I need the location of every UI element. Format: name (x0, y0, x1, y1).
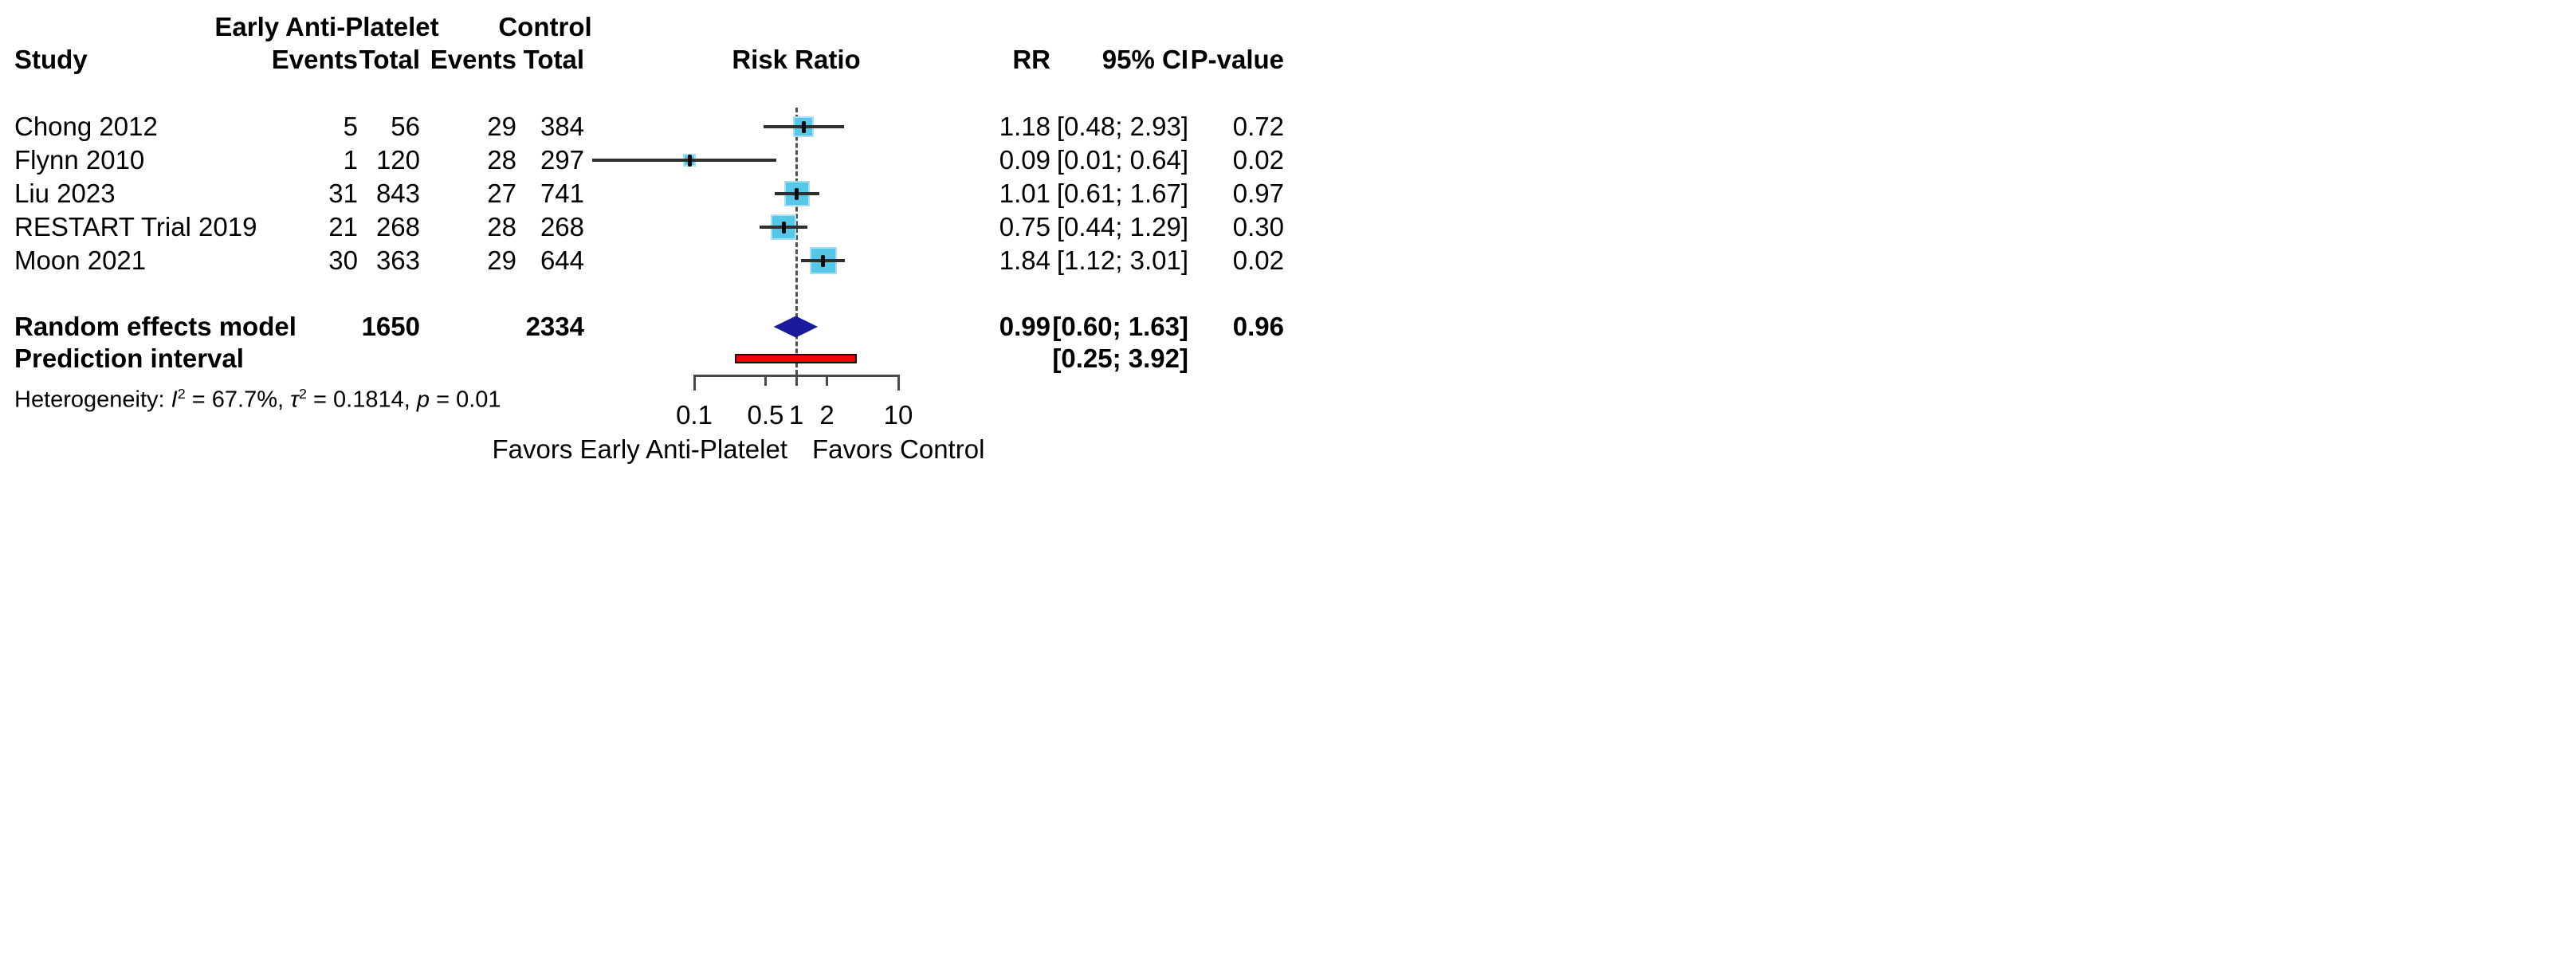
axis-tick (826, 375, 829, 386)
axis-tick (693, 375, 696, 391)
events-control: 29 (487, 245, 516, 275)
events-intervention: 5 (343, 112, 358, 141)
total-intervention: 363 (375, 245, 420, 275)
events-intervention: 21 (328, 212, 358, 241)
p-symbol: p (416, 387, 430, 413)
total-control: 268 (540, 212, 584, 241)
ci-value: [0.61; 1.67] (1056, 179, 1188, 208)
p-value: 0.72 (1232, 112, 1284, 141)
ci-value: [0.01; 0.64] (1056, 145, 1188, 175)
col-header-events-control: Events (430, 45, 516, 74)
col-header-rr: RR (1012, 45, 1050, 74)
i-squared-symbol: I (171, 387, 178, 413)
axis-tick (897, 375, 900, 391)
summary-p-value: 0.96 (1232, 312, 1284, 341)
rr-value: 1.01 (999, 179, 1050, 208)
col-header-study: Study (14, 45, 88, 74)
col-header-total-control: Total (523, 45, 584, 74)
ci-line (592, 159, 777, 162)
events-intervention: 1 (343, 145, 358, 175)
summary-total-intervention: 1650 (361, 312, 420, 341)
total-control: 644 (540, 245, 584, 275)
summary-diamond (773, 316, 819, 338)
heterogeneity-note: Heterogeneity: I2 = 67.7%, τ2 = 0.1814, … (14, 386, 501, 413)
rr-value: 1.18 (999, 112, 1050, 141)
axis-tick-label: 2 (819, 400, 834, 430)
point-estimate-tick (801, 120, 806, 133)
col-header-risk-ratio: Risk Ratio (732, 45, 861, 74)
study-name: RESTART Trial 2019 (14, 212, 257, 241)
events-control: 27 (487, 179, 516, 208)
col-header-events-intervention: Events (271, 45, 358, 74)
rr-value: 1.84 (999, 245, 1050, 275)
group-header-intervention: Early Anti-Platelet (214, 12, 439, 41)
total-intervention: 120 (375, 145, 420, 175)
reference-line-rr1 (795, 108, 798, 375)
prediction-interval-bar (734, 354, 857, 363)
summary-total-control: 2334 (525, 312, 584, 341)
p-value: 0.02 (1232, 245, 1284, 275)
axis-tick-label: 1 (788, 400, 804, 430)
study-name: Chong 2012 (14, 112, 158, 141)
summary-rr-value: 0.99 (999, 312, 1050, 341)
rr-value: 0.75 (999, 212, 1050, 241)
events-control: 28 (487, 145, 516, 175)
study-name: Flynn 2010 (14, 145, 145, 175)
ci-value: [0.48; 2.93] (1056, 112, 1188, 141)
events-intervention: 30 (328, 245, 358, 275)
axis-tick (764, 375, 767, 386)
axis-tick-label: 0.5 (747, 400, 784, 430)
col-header-ci: 95% CI (1101, 45, 1188, 74)
axis-tick (795, 375, 798, 386)
point-estimate-tick (781, 221, 786, 234)
total-intervention: 268 (375, 212, 420, 241)
p-value: 0.30 (1232, 212, 1284, 241)
total-control: 297 (540, 145, 584, 175)
prediction-ci-value: [0.25; 3.92] (1052, 344, 1188, 373)
rr-value: 0.09 (999, 145, 1050, 175)
col-header-total-intervention: Total (359, 45, 420, 74)
events-intervention: 31 (328, 179, 358, 208)
col-header-pvalue: P-value (1190, 45, 1284, 74)
axis-tick-label: 0.1 (676, 400, 713, 430)
study-name: Moon 2021 (14, 245, 147, 275)
group-header-control: Control (498, 12, 592, 41)
tau-squared-symbol: τ (290, 387, 299, 413)
forest-plot-figure: Early Anti-Platelet Control Study Events… (0, 0, 1288, 479)
total-control: 741 (540, 179, 584, 208)
ci-value: [0.44; 1.29] (1056, 212, 1188, 241)
point-estimate-tick (821, 254, 826, 267)
total-control: 384 (540, 112, 584, 141)
summary-label: Random effects model (14, 312, 296, 341)
prediction-label: Prediction interval (14, 344, 244, 373)
point-estimate-tick (687, 154, 692, 167)
events-control: 28 (487, 212, 516, 241)
summary-ci-value: [0.60; 1.63] (1052, 312, 1188, 341)
ci-value: [1.12; 3.01] (1056, 245, 1188, 275)
total-intervention: 56 (391, 112, 420, 141)
study-name: Liu 2023 (14, 179, 116, 208)
favors-right-label: Favors Control (812, 434, 985, 464)
total-intervention: 843 (375, 179, 420, 208)
p-value: 0.02 (1232, 145, 1284, 175)
p-value: 0.97 (1232, 179, 1284, 208)
events-control: 29 (487, 112, 516, 141)
axis-tick-label: 10 (883, 400, 913, 430)
favors-left-label: Favors Early Anti-Platelet (492, 434, 787, 464)
point-estimate-tick (795, 187, 799, 200)
